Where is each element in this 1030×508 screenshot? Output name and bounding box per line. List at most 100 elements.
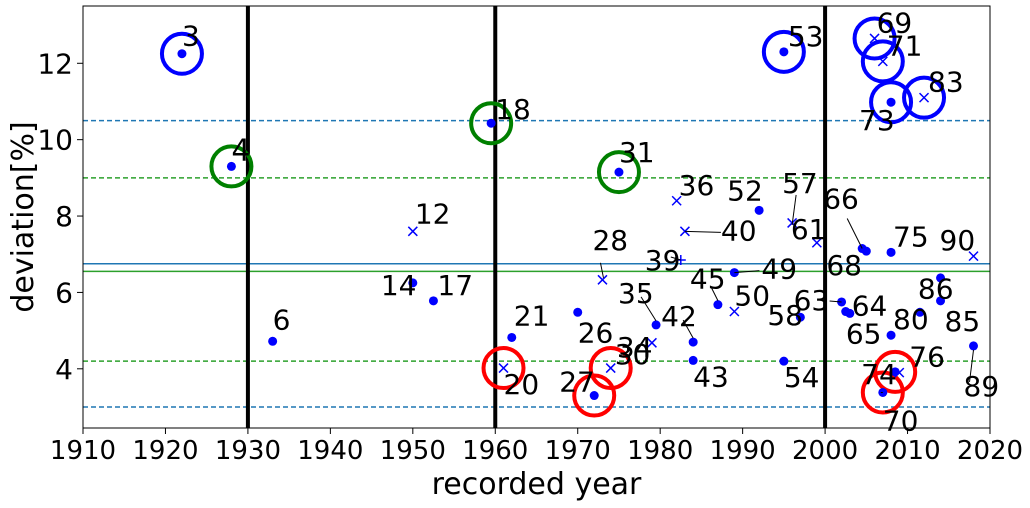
point-label-61: 61 — [791, 213, 827, 246]
y-axis-ticks: 4 6 8 10 12 — [37, 47, 83, 386]
point-label-3: 3 — [182, 20, 200, 53]
data-point-35 — [651, 320, 661, 330]
x-tick-label: 2000 — [792, 436, 858, 466]
point-label-28: 28 — [592, 224, 628, 257]
point-label-70: 70 — [883, 404, 919, 437]
x-tick-label: 1940 — [297, 436, 363, 466]
ring-20 — [481, 346, 526, 391]
point-label-21: 21 — [514, 299, 550, 332]
point-label-26: 26 — [578, 316, 614, 349]
x-tick-label: 1980 — [627, 436, 693, 466]
point-label-68: 68 — [826, 249, 862, 282]
ring-53 — [761, 29, 806, 74]
x-axis-ticks: 1910 1920 1930 1940 1950 1960 1970 1980 1990 2000… — [50, 428, 1023, 466]
data-point-30 — [605, 363, 616, 374]
leader-line-66 — [846, 218, 863, 249]
data-point-85 — [936, 296, 946, 306]
y-tick-label: 4 — [55, 353, 73, 386]
plot-frame — [82, 5, 991, 429]
data-point-3 — [177, 49, 187, 59]
x-tick-label: 1990 — [710, 436, 776, 466]
data-point-26 — [573, 307, 583, 317]
ring-4 — [209, 144, 254, 189]
decade-boundary-lines — [245, 6, 828, 428]
data-point-76 — [894, 367, 905, 378]
leader-line-49 — [734, 270, 760, 274]
y-axis-label: deviation[%] — [6, 121, 41, 312]
y-tick-label: 6 — [55, 276, 73, 309]
ring-73 — [869, 80, 914, 125]
point-label-64: 64 — [852, 290, 888, 323]
point-label-30: 30 — [615, 338, 651, 371]
leader-line-35 — [640, 296, 657, 322]
data-point-65 — [845, 308, 855, 318]
highlight-rings — [159, 16, 947, 418]
data-point-75 — [886, 247, 896, 257]
data-point-53 — [779, 47, 789, 57]
leader-line-39 — [670, 256, 681, 261]
ring-74 — [873, 349, 918, 394]
point-label-18: 18 — [495, 93, 531, 126]
data-point-34 — [646, 337, 657, 348]
data-point-54 — [779, 356, 789, 366]
data-point-52 — [754, 205, 764, 215]
point-label-36: 36 — [679, 169, 715, 202]
data-point-18 — [486, 118, 496, 128]
ring-3 — [159, 31, 204, 76]
point-label-90: 90 — [940, 224, 976, 257]
x-tick-label: 1950 — [380, 436, 446, 466]
y-tick-label: 12 — [37, 47, 73, 80]
data-point-86 — [915, 307, 925, 317]
y-tick-label: 8 — [55, 200, 73, 233]
data-point-12 — [407, 226, 418, 237]
y-tick-label: 10 — [37, 124, 73, 157]
data-point-68 — [861, 246, 871, 256]
data-point-43 — [688, 355, 698, 365]
data-point-4 — [226, 161, 236, 171]
ring-83 — [902, 75, 947, 120]
x-tick-label: 2020 — [957, 436, 1023, 466]
leader-line-42 — [682, 319, 694, 339]
x-tick-label: 1930 — [215, 436, 281, 466]
x-tick-label: 1920 — [132, 436, 198, 466]
data-point-89 — [969, 341, 979, 351]
point-label-17: 17 — [437, 269, 473, 302]
data-point-58 — [795, 312, 805, 322]
data-point-14 — [408, 278, 418, 288]
data-point — [936, 273, 946, 283]
ring-30 — [588, 346, 633, 391]
data-point-28 — [597, 274, 608, 285]
leader-line-45 — [710, 286, 719, 301]
point-label-34: 34 — [617, 331, 653, 364]
point-label-83: 83 — [928, 66, 964, 99]
point-label-20: 20 — [504, 368, 540, 401]
point-label-58: 58 — [767, 299, 803, 332]
point-label-52: 52 — [727, 174, 763, 207]
point-label-69: 69 — [877, 6, 913, 39]
point-label-73: 73 — [859, 104, 895, 137]
point-label-66: 66 — [823, 183, 859, 216]
point-label-27: 27 — [559, 366, 595, 399]
data-point-61 — [811, 237, 822, 248]
data-point-90 — [968, 251, 979, 262]
data-point-71 — [877, 56, 888, 67]
leader-line-57 — [791, 194, 797, 225]
point-label-42: 42 — [661, 300, 697, 333]
data-point-80 — [886, 330, 896, 340]
data-point-73 — [886, 97, 896, 107]
point-label-49: 49 — [761, 253, 797, 286]
data-point-17 — [428, 296, 438, 306]
x-axis-label: recorded year — [432, 467, 642, 502]
ring-31 — [596, 150, 641, 195]
x-tick-label: 1910 — [50, 436, 116, 466]
point-label-71: 71 — [887, 29, 923, 62]
x-tick-label: 1960 — [462, 436, 528, 466]
ring-71 — [860, 39, 905, 84]
point-label-75: 75 — [893, 220, 929, 253]
point-label-6: 6 — [273, 303, 291, 336]
point-label-65: 65 — [846, 317, 882, 350]
point-label-74: 74 — [861, 358, 897, 391]
data-point-50 — [729, 306, 740, 317]
data-point-27 — [589, 391, 599, 401]
